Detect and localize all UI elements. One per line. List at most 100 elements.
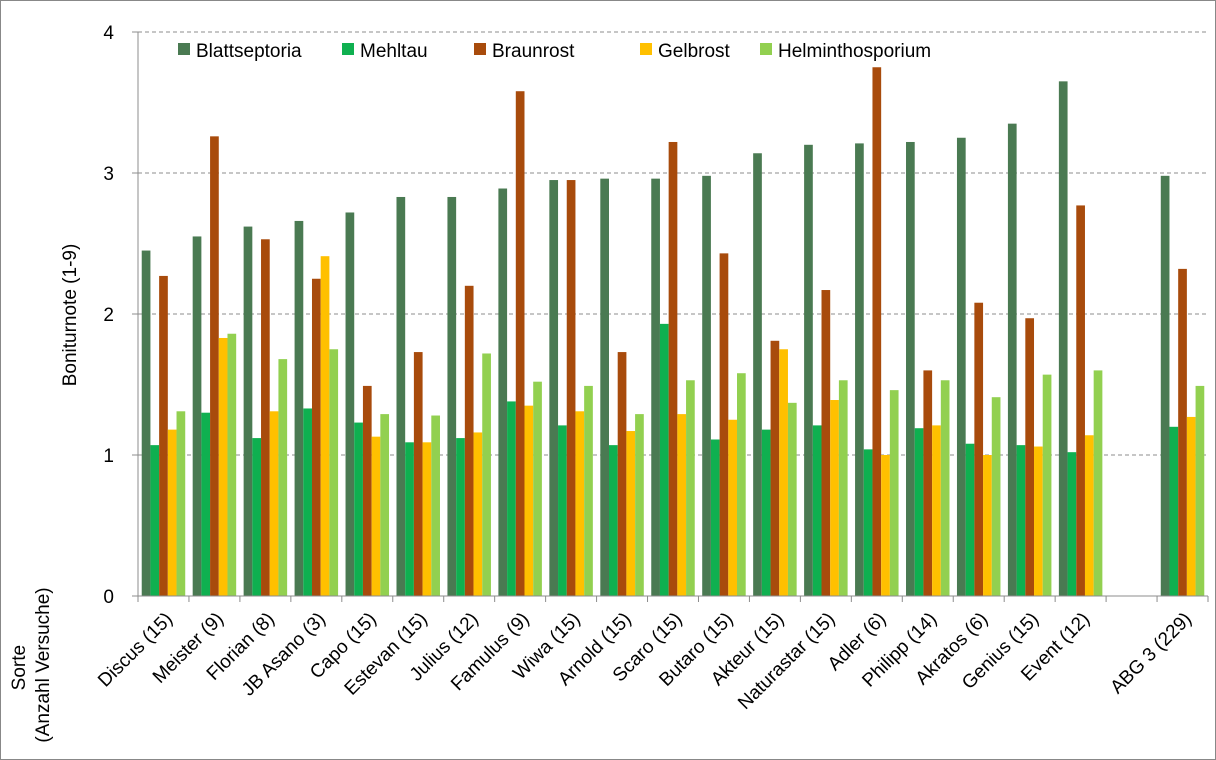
bar bbox=[533, 381, 542, 596]
bar bbox=[1093, 370, 1103, 596]
bar bbox=[940, 380, 950, 596]
bar bbox=[575, 411, 585, 596]
bar bbox=[167, 429, 177, 596]
bar bbox=[396, 196, 406, 596]
bar bbox=[728, 419, 738, 596]
bar bbox=[524, 405, 534, 596]
bar bbox=[889, 390, 899, 596]
y-tick-label-2: 2 bbox=[103, 305, 114, 326]
bar bbox=[1186, 416, 1196, 596]
bar bbox=[761, 429, 771, 596]
bar bbox=[872, 67, 882, 596]
x-axis-title: Sorte (Anzahl Versuche) bbox=[9, 587, 54, 742]
bar bbox=[686, 380, 695, 596]
x-axis-title-line-2: (Anzahl Versuche) bbox=[33, 587, 54, 742]
legend-item-blattseptoria: Blattseptoria bbox=[178, 41, 302, 62]
bar bbox=[422, 442, 432, 596]
y-axis-title: Boniturnote (1-9) bbox=[60, 244, 81, 387]
bar bbox=[252, 438, 262, 596]
bar bbox=[549, 180, 559, 597]
legend-label: Gelbrost bbox=[658, 41, 731, 62]
bars-group bbox=[141, 67, 1205, 597]
bar bbox=[1084, 435, 1094, 596]
bar bbox=[380, 414, 390, 596]
bar bbox=[413, 352, 423, 596]
bar bbox=[278, 359, 288, 596]
bar bbox=[498, 188, 508, 596]
bar bbox=[159, 275, 168, 596]
bar bbox=[608, 445, 618, 596]
bar bbox=[584, 385, 593, 596]
legend-swatch bbox=[178, 43, 190, 55]
bar bbox=[243, 226, 253, 596]
bar bbox=[269, 411, 279, 596]
bar bbox=[855, 143, 864, 596]
bar bbox=[787, 402, 797, 596]
bar bbox=[1058, 81, 1068, 597]
bar bbox=[345, 212, 355, 597]
bar bbox=[932, 425, 941, 596]
legend-label: Mehltau bbox=[360, 41, 428, 62]
legend-swatch bbox=[342, 43, 354, 55]
bar bbox=[1195, 385, 1205, 596]
bar bbox=[753, 153, 762, 596]
axes bbox=[132, 31, 1209, 602]
bar bbox=[677, 414, 687, 596]
bar bbox=[617, 352, 627, 596]
bar bbox=[770, 340, 780, 596]
bar bbox=[914, 428, 924, 596]
bar bbox=[558, 425, 567, 596]
legend-item-mehltau: Mehltau bbox=[342, 41, 428, 62]
bar bbox=[201, 412, 211, 596]
bar bbox=[991, 397, 1001, 596]
bar bbox=[668, 141, 678, 597]
bar bbox=[1160, 175, 1170, 596]
legend-swatch bbox=[474, 43, 486, 55]
bar bbox=[294, 220, 304, 596]
y-tick-labels: 0 1 2 3 4 bbox=[103, 23, 114, 608]
bar bbox=[431, 415, 440, 596]
bar bbox=[626, 431, 636, 596]
bar bbox=[719, 253, 729, 596]
bar bbox=[176, 411, 186, 596]
bar bbox=[515, 91, 525, 596]
bar bbox=[635, 414, 644, 596]
y-tick-label-0: 0 bbox=[103, 587, 114, 608]
bar bbox=[702, 175, 711, 596]
legend-label: Braunrost bbox=[492, 41, 575, 62]
bar bbox=[320, 256, 330, 596]
bar bbox=[405, 442, 414, 596]
legend: Blattseptoria Mehltau Braunrost Gelbrost Hel… bbox=[178, 41, 931, 62]
bar bbox=[141, 250, 151, 597]
bar bbox=[210, 136, 219, 596]
bar bbox=[150, 445, 160, 596]
bar bbox=[507, 401, 516, 596]
bar bbox=[1007, 123, 1017, 597]
series-braunrost bbox=[159, 67, 1187, 597]
bar bbox=[863, 449, 873, 596]
bar bbox=[1076, 205, 1085, 596]
bar bbox=[974, 302, 984, 596]
bar bbox=[1025, 318, 1035, 596]
bar bbox=[838, 380, 848, 596]
bar bbox=[779, 349, 788, 596]
bar bbox=[956, 137, 966, 596]
bar bbox=[261, 239, 270, 596]
bar bbox=[923, 370, 933, 596]
legend-label: Blattseptoria bbox=[196, 41, 302, 62]
bar bbox=[329, 349, 339, 596]
series-mehltau bbox=[150, 323, 1179, 596]
bar bbox=[881, 455, 890, 596]
bar bbox=[737, 373, 746, 596]
bar bbox=[303, 408, 312, 596]
bar bbox=[1169, 426, 1179, 596]
legend-item-braunrost: Braunrost bbox=[474, 41, 575, 62]
series-blattseptoria bbox=[141, 81, 1170, 597]
x-axis-title-line-1: Sorte bbox=[9, 645, 30, 690]
bar bbox=[1178, 268, 1187, 596]
legend-item-helminthosporium: Helminthosporium bbox=[760, 41, 931, 62]
legend-label: Helminthosporium bbox=[778, 41, 931, 62]
bar bbox=[830, 400, 839, 596]
bar bbox=[804, 144, 813, 597]
